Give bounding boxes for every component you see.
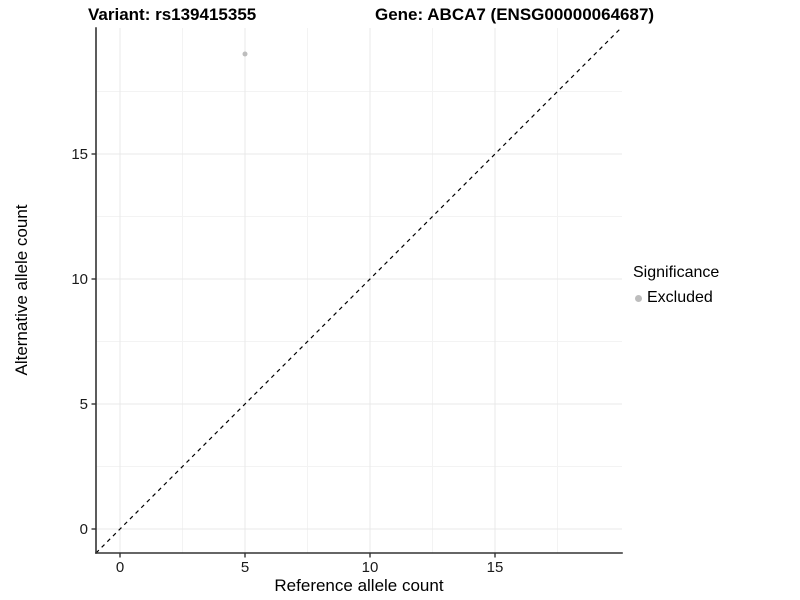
legend-item-label: Excluded [647, 289, 713, 306]
identity-line [95, 27, 622, 554]
plot-title-variant: Variant: rs139415355 [88, 5, 257, 24]
x-tick-label: 5 [241, 559, 249, 576]
y-tick-label: 5 [80, 396, 88, 413]
y-tick-label: 10 [71, 271, 88, 288]
plot-title-gene: Gene: ABCA7 (ENSG00000064687) [375, 5, 655, 24]
y-tick-label: 0 [80, 521, 88, 538]
legend-title: Significance [633, 264, 720, 281]
excluded-point-icon [635, 294, 642, 302]
y-tick-label: 15 [71, 146, 88, 163]
legend: Significance Excluded [632, 264, 719, 307]
x-tick-label: 15 [487, 559, 504, 576]
y-axis-title: Alternative allele count [12, 204, 31, 376]
data-point [242, 51, 248, 57]
x-tick-label: 0 [116, 559, 124, 576]
x-axis-title: Reference allele count [274, 576, 444, 595]
x-tick-label: 10 [362, 559, 379, 576]
legend-item-excluded: Excluded [635, 289, 719, 307]
